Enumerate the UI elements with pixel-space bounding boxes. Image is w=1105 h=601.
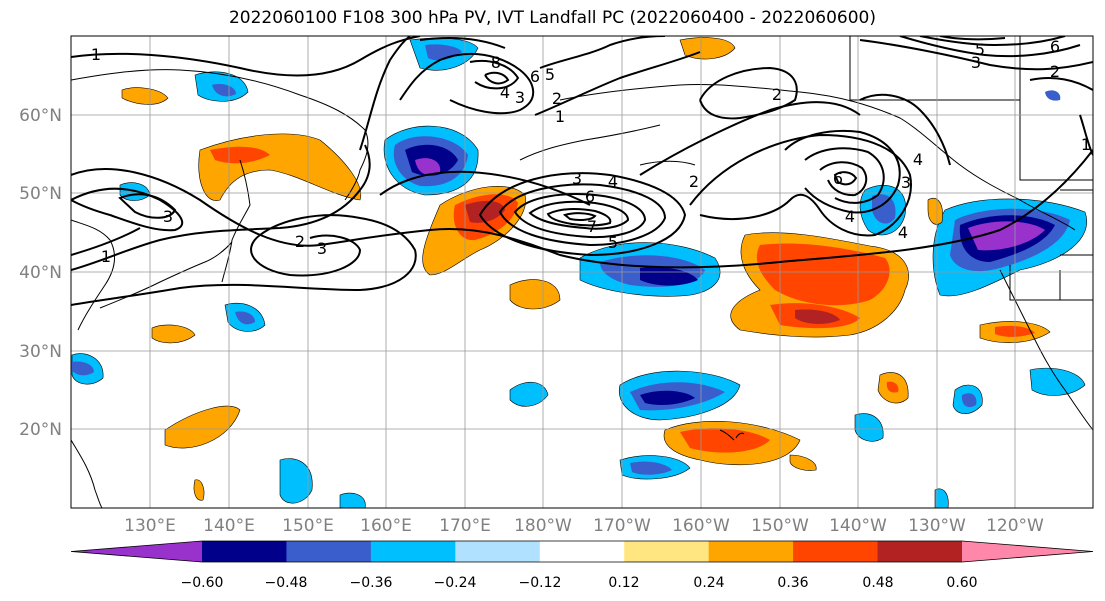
colorbar-swatch xyxy=(708,541,794,562)
lon-label: 180°W xyxy=(514,516,572,536)
colorbar-swatch xyxy=(624,541,710,562)
contour-label: 5 xyxy=(975,40,985,59)
lat-label: 20°N xyxy=(19,420,62,440)
colorbar-tick: −0.24 xyxy=(434,575,477,591)
pv-contours xyxy=(71,36,1093,306)
lat-label: 30°N xyxy=(19,342,62,362)
colorbar-outline xyxy=(70,540,1094,563)
lon-labels: 130°E 140°E 150°E 160°E 170°E 180°W 170°… xyxy=(124,516,1044,536)
lon-label: 170°E xyxy=(439,516,491,536)
contour-label: 8 xyxy=(491,53,501,72)
contour-label: 4 xyxy=(913,150,923,169)
contour-label: 2 xyxy=(772,85,782,104)
contour-label: 6 xyxy=(833,169,843,188)
contour-label: 6 xyxy=(1050,37,1060,56)
contour-label: 5 xyxy=(608,233,618,252)
contour-label: 3 xyxy=(572,169,582,188)
colorbar-tick: −0.60 xyxy=(181,575,224,591)
contour-label: 3 xyxy=(901,173,911,192)
map-title: 2022060100 F108 300 hPa PV, IVT Landfall… xyxy=(228,8,876,28)
lon-label: 170°W xyxy=(593,516,651,536)
colorbar-swatch xyxy=(455,541,541,562)
lat-label: 60°N xyxy=(19,106,62,126)
strong-warm-anomaly xyxy=(756,243,890,306)
contour-label: 2 xyxy=(1050,62,1060,81)
colorbar-tick: 0.24 xyxy=(693,575,724,591)
lon-label: 140°W xyxy=(829,516,887,536)
contour-label: 3 xyxy=(971,53,981,72)
contour-label: 4 xyxy=(608,172,618,191)
contour-label: 6 xyxy=(585,187,595,206)
colorbar-swatch xyxy=(877,541,963,562)
map-frame xyxy=(70,35,1094,509)
colorbar-swatch xyxy=(370,541,456,562)
colorbar-tick: 0.36 xyxy=(777,575,808,591)
contour-label: 6 xyxy=(530,67,540,86)
colorbar-ticks: −0.60 −0.48 −0.36 −0.24 −0.12 0.12 0.24 … xyxy=(181,575,978,591)
colorbar-swatch xyxy=(202,541,287,562)
lon-label: 150°E xyxy=(282,516,334,536)
contour-label: 4 xyxy=(845,207,855,226)
colorbar-tick: −0.12 xyxy=(519,575,562,591)
colorbar-swatch xyxy=(793,541,879,562)
contour-label: 1 xyxy=(91,45,101,64)
colorbar-tick: 0.12 xyxy=(608,575,639,591)
lon-label: 160°W xyxy=(672,516,730,536)
colorbar-tick: 0.48 xyxy=(862,575,893,591)
colorbar-swatch xyxy=(286,541,372,562)
lon-label: 150°W xyxy=(751,516,809,536)
contour-label: 2 xyxy=(295,232,305,251)
lon-label: 130°W xyxy=(908,516,966,536)
contour-label: 2 xyxy=(689,172,699,191)
lon-label: 160°E xyxy=(360,516,412,536)
contour-label: 5 xyxy=(545,65,555,84)
colorbar-extend-max xyxy=(962,541,1093,562)
colorbar xyxy=(70,540,1094,563)
lon-label: 120°W xyxy=(986,516,1044,536)
contour-label: 1 xyxy=(1081,135,1091,154)
contour-label: 3 xyxy=(317,239,327,258)
contour-label: 4 xyxy=(500,83,510,102)
colorbar-tick: 0.60 xyxy=(946,575,977,591)
contour-label: 1 xyxy=(101,247,111,266)
contour-label: 2 xyxy=(552,89,562,108)
contour-label: 3 xyxy=(515,88,525,107)
lat-label: 50°N xyxy=(19,184,62,204)
colorbar-extend-min xyxy=(71,541,202,562)
lat-label: 40°N xyxy=(19,263,62,283)
contour-labels: 1 8 6 5 4 3 2 1 2 3 6 4 7 5 3 2 1 3 6 4 … xyxy=(91,37,1091,266)
colorbar-swatch xyxy=(539,541,625,562)
lon-label: 130°E xyxy=(124,516,176,536)
colorbar-tick: −0.48 xyxy=(265,575,308,591)
contour-label: 3 xyxy=(163,207,173,226)
lon-label: 140°E xyxy=(203,516,255,536)
contour-label: 4 xyxy=(898,223,908,242)
contour-label: 7 xyxy=(587,217,597,236)
colorbar-tick: −0.36 xyxy=(350,575,393,591)
lat-labels: 60°N 50°N 40°N 30°N 20°N xyxy=(19,106,62,440)
gridlines xyxy=(71,36,1093,508)
contour-label: 1 xyxy=(555,107,565,126)
